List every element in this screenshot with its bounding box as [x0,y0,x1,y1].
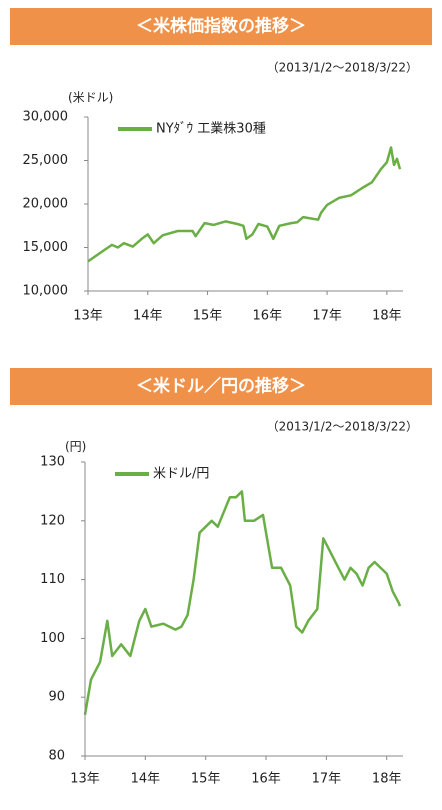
title-banner [10,8,432,45]
data-line [87,146,402,263]
chart-subtitle: （2013/1/2～2018/3/22） [267,61,418,75]
y-tick-label: 130 [40,455,65,470]
x-tick-label: 14年 [133,309,163,324]
x-tick-label: 14年 [131,772,161,787]
x-tick-label: 18年 [372,772,402,787]
y-tick-label: 100 [40,631,65,646]
y-axis-unit: (米ドル) [68,91,113,105]
x-tick-label: 16年 [253,309,283,324]
legend-label: 米ドル/円 [153,467,209,482]
x-tick-label: 15年 [191,772,221,787]
x-tick-label: 17年 [312,309,342,324]
y-tick-label: 25,000 [23,153,69,168]
chart-title: ＜米株価指数の推移＞ [136,16,306,37]
y-axis-unit: (円) [65,440,86,454]
y-tick-label: 20,000 [23,197,69,212]
y-tick-label: 120 [40,513,65,528]
x-tick-label: 17年 [312,772,342,787]
legend-label: NYﾀﾞｳ 工業株30種 [156,121,266,137]
y-tick-label: 30,000 [23,110,69,125]
y-tick-label: 90 [48,690,65,705]
chart-subtitle: （2013/1/2～2018/3/22） [267,420,418,434]
chart-title: ＜米ドル／円の推移＞ [136,376,306,397]
data-line [83,490,402,716]
x-tick-label: 13年 [70,772,100,787]
y-tick-label: 80 [48,749,65,764]
title-banner [10,368,432,405]
x-tick-label: 15年 [193,309,223,324]
x-tick-label: 16年 [251,772,281,787]
x-tick-label: 13年 [73,309,103,324]
x-tick-label: 18年 [372,309,402,324]
y-tick-label: 15,000 [23,240,69,255]
y-tick-label: 110 [40,572,65,587]
y-tick-label: 10,000 [23,284,69,299]
